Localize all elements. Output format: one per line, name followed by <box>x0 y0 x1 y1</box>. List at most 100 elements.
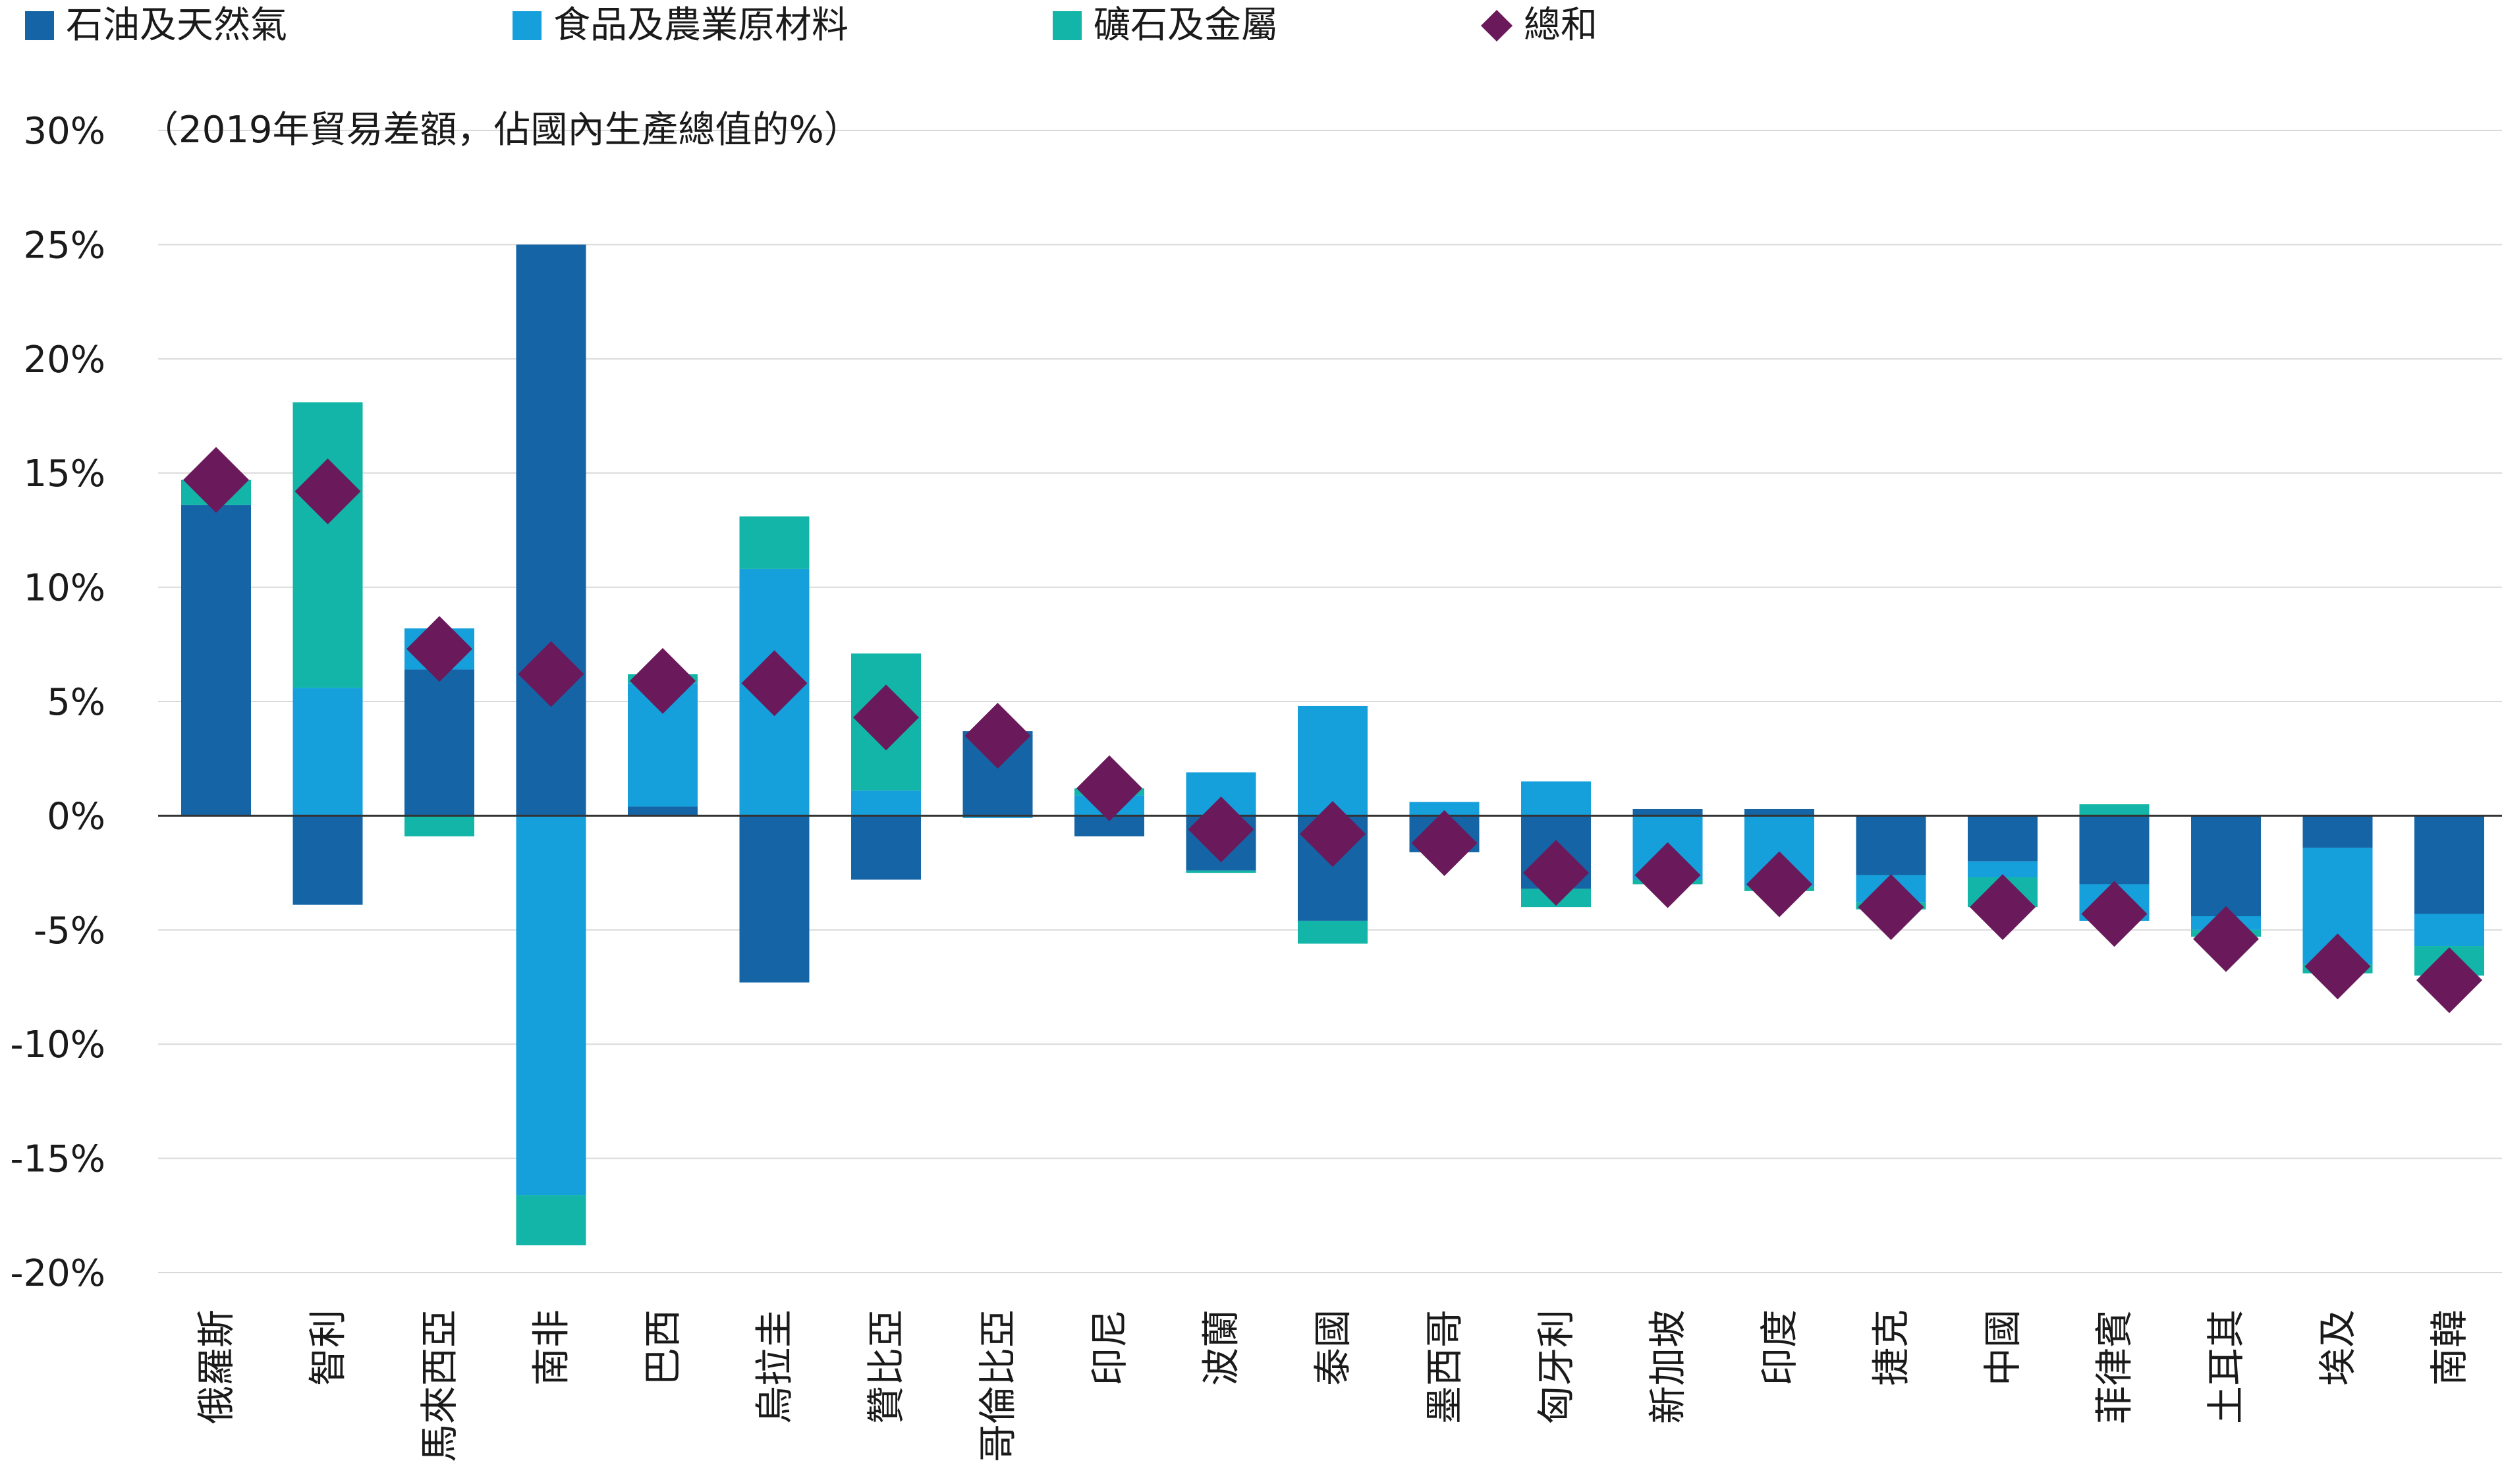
bar-segment <box>2191 815 2261 916</box>
total-diamond-marker <box>1523 840 1589 906</box>
x-category-label: 南非 <box>529 1309 574 1386</box>
x-axis-category-labels: 俄羅斯 智利 馬來西亞 南非 巴西 烏拉圭 贊比亞 哥倫比亞 印尼 波蘭 泰國 墨西哥 匈牙利 新加坡 印度… <box>194 1309 2472 1462</box>
x-category-label: 南韓 <box>2427 1309 2472 1386</box>
x-category-label: 匈牙利 <box>1534 1309 1578 1424</box>
x-category-label: 捷克 <box>1869 1309 1914 1386</box>
bar-segment <box>2079 804 2150 816</box>
bar-segment <box>2414 914 2484 947</box>
x-category-label: 印度 <box>1757 1309 1802 1386</box>
x-category-label: 俄羅斯 <box>194 1309 238 1424</box>
bar-segment <box>404 669 474 816</box>
total-diamond-marker <box>630 647 696 714</box>
bar-segment <box>1744 808 1814 816</box>
gridlines <box>158 130 2502 1273</box>
total-diamond-marker <box>518 641 584 707</box>
legend-label-total: 總和 <box>1524 4 1598 47</box>
x-category-label: 泰國 <box>1310 1309 1355 1386</box>
bar-segment <box>292 402 363 688</box>
bar-segment <box>1186 870 1256 873</box>
total-diamond-marker <box>2193 906 2259 972</box>
bar-segment <box>1298 705 1368 816</box>
bar-segment <box>2079 815 2150 885</box>
total-diamond-marker <box>2416 947 2482 1014</box>
y-tick-label: 20% <box>24 339 105 381</box>
total-diamond-marker <box>294 458 361 524</box>
y-tick-label: 30% <box>24 110 105 153</box>
bar-segment <box>181 505 251 816</box>
total-diamond-marker <box>1858 874 1924 941</box>
y-tick-label: -15% <box>10 1138 105 1181</box>
x-category-label: 哥倫比亞 <box>976 1309 1020 1462</box>
y-tick-label: 15% <box>24 453 105 495</box>
total-diamond-marker <box>2081 881 2148 947</box>
y-tick-label: -10% <box>10 1024 105 1066</box>
x-category-label: 菲律賓 <box>2092 1309 2137 1424</box>
y-tick-label: 10% <box>24 567 105 610</box>
total-diamond-marker <box>741 650 808 717</box>
x-category-label: 智利 <box>306 1309 350 1386</box>
y-tick-label: -5% <box>34 910 105 952</box>
bar-segment <box>1968 815 2038 862</box>
bar-segment <box>292 815 363 905</box>
x-category-label: 烏拉圭 <box>752 1309 797 1424</box>
x-category-label: 墨西哥 <box>1422 1309 1467 1424</box>
x-category-label: 波蘭 <box>1199 1309 1244 1386</box>
bar-segment <box>851 815 921 880</box>
y-tick-label: 0% <box>47 795 105 838</box>
bar-segment <box>1856 815 1926 875</box>
bar-segment <box>739 815 810 983</box>
legend-item-food: 食品及農業原材料 <box>513 3 848 49</box>
legend-item-oil-gas: 石油及天然氣 <box>25 3 287 49</box>
x-category-label: 印尼 <box>1087 1309 1132 1386</box>
bar-segment <box>2302 815 2373 848</box>
bar-segment <box>516 244 586 816</box>
bar-segment <box>516 1195 586 1246</box>
legend-item-total: 總和 <box>1479 3 1598 49</box>
legend-label-metals: 礦石及金屬 <box>1094 4 1278 47</box>
bars <box>181 244 2484 1246</box>
bar-segment <box>1521 781 1591 816</box>
bar-segment <box>962 815 1033 818</box>
total-markers <box>183 447 2482 1014</box>
bar-segment <box>739 516 810 569</box>
total-diamond-marker <box>2304 933 2371 1000</box>
bar-segment <box>1632 808 1703 816</box>
x-category-label: 巴西 <box>640 1309 685 1386</box>
total-diamond-marker <box>1634 842 1701 908</box>
y-tick-label: 5% <box>47 681 105 724</box>
x-category-label: 馬來西亞 <box>417 1309 462 1462</box>
bar-segment <box>1298 920 1368 944</box>
total-diamond-marker <box>1970 874 2036 941</box>
legend-swatch-metals <box>1053 11 1082 40</box>
total-diamond-marker <box>964 703 1031 769</box>
x-category-label: 新加坡 <box>1646 1309 1690 1424</box>
legend-swatch-oil-gas <box>25 11 54 40</box>
x-category-label: 土耳其 <box>2204 1309 2248 1424</box>
bar-segment <box>292 688 363 816</box>
legend-label-food: 食品及農業原材料 <box>553 4 848 47</box>
legend-label-oil-gas: 石油及天然氣 <box>66 4 287 47</box>
bar-segment <box>404 815 474 837</box>
y-axis-tick-labels: 30% 25% 20% 15% 10% 5% 0% -5% -10% -15% -20% <box>10 110 105 1295</box>
x-category-label: 埃及 <box>2316 1309 2360 1386</box>
total-diamond-marker <box>1411 810 1478 877</box>
total-diamond-marker <box>1188 796 1254 863</box>
bar-segment <box>2414 815 2484 914</box>
bar-segment <box>516 815 586 1195</box>
legend-swatch-food <box>513 11 542 40</box>
bar-segment <box>628 806 698 816</box>
bar-segment <box>851 790 921 816</box>
total-diamond-marker <box>406 616 472 682</box>
legend-item-metals: 礦石及金屬 <box>1053 3 1278 49</box>
y-tick-label: -20% <box>10 1252 105 1295</box>
x-category-label: 中國 <box>1980 1309 2025 1386</box>
y-tick-label: 25% <box>24 224 105 267</box>
total-diamond-marker <box>1746 851 1812 918</box>
total-diamond-marker <box>1076 755 1142 821</box>
bar-segment <box>1409 802 1480 816</box>
chart-subtitle: （2019年貿易差額，佔國內生產總值的%） <box>142 109 861 151</box>
total-diamond-marker <box>1300 801 1366 867</box>
total-diamond-marker <box>183 447 249 513</box>
total-diamond-marker <box>853 684 919 751</box>
